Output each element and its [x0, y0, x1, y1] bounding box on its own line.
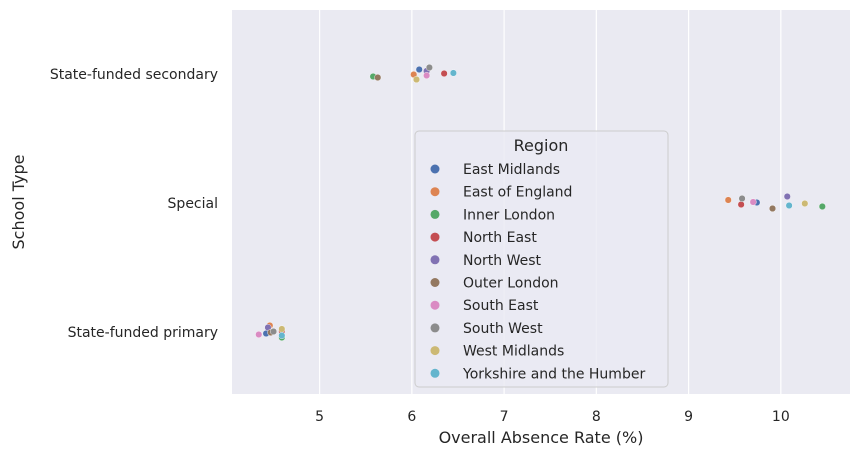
legend-marker	[430, 164, 440, 174]
legend-label: East of England	[463, 185, 572, 201]
data-point	[724, 196, 732, 204]
x-tick-label: 9	[684, 409, 693, 425]
legend-items: East Midlands East of England Inner London…	[430, 162, 645, 382]
data-point	[278, 332, 286, 340]
data-point	[818, 202, 826, 210]
legend-title: Region	[514, 136, 569, 155]
x-tick-labels: 5 6 7 8 9 10	[315, 409, 790, 425]
data-point	[374, 73, 382, 81]
legend-label: North West	[463, 253, 542, 269]
legend-marker	[430, 278, 440, 287]
legend-label: Yorkshire and the Humber	[462, 366, 645, 382]
y-tick-label: Special	[168, 196, 218, 212]
y-tick-labels: State-funded secondary Special State-funde…	[50, 67, 218, 341]
legend-marker	[430, 300, 440, 310]
legend-marker	[430, 209, 440, 219]
legend-box	[414, 130, 669, 388]
data-points	[255, 63, 826, 342]
data-point	[738, 194, 746, 202]
legend-marker	[430, 255, 440, 265]
x-tick-label: 6	[407, 409, 416, 425]
data-point	[278, 325, 286, 333]
legend-label: East Midlands	[463, 162, 560, 178]
data-point	[270, 328, 278, 336]
legend-marker	[430, 187, 440, 197]
legend-label: Inner London	[463, 207, 555, 223]
data-point	[415, 65, 423, 73]
y-axis-title: School Type	[9, 155, 28, 250]
data-point	[423, 71, 431, 79]
legend-label: South East	[463, 298, 539, 314]
legend-marker	[430, 346, 440, 356]
y-tick-label: State-funded secondary	[50, 67, 218, 83]
x-tick-label: 8	[592, 409, 601, 425]
y-tick-label: State-funded primary	[68, 325, 218, 341]
data-point	[801, 199, 809, 207]
data-point	[255, 331, 263, 339]
data-point	[783, 192, 791, 200]
data-point	[449, 69, 457, 77]
x-tick-label: 7	[500, 409, 509, 425]
legend-label: South West	[463, 321, 543, 337]
data-point	[749, 198, 757, 206]
data-point	[412, 75, 420, 83]
data-point	[769, 204, 777, 212]
legend-label: North East	[463, 230, 537, 246]
legend: Region East Midlands East of England Inner…	[414, 130, 669, 388]
legend-marker	[430, 323, 440, 333]
legend-marker	[430, 232, 440, 242]
data-point	[425, 63, 433, 71]
data-point	[785, 201, 793, 209]
data-point	[737, 200, 745, 208]
legend-label: Outer London	[463, 276, 559, 292]
x-tick-label: 10	[772, 409, 790, 425]
legend-marker	[430, 368, 440, 378]
legend-label: West Midlands	[463, 344, 564, 360]
x-axis-title: Overall Absence Rate (%)	[439, 428, 644, 447]
data-point	[440, 69, 448, 77]
x-tick-label: 5	[315, 409, 324, 425]
